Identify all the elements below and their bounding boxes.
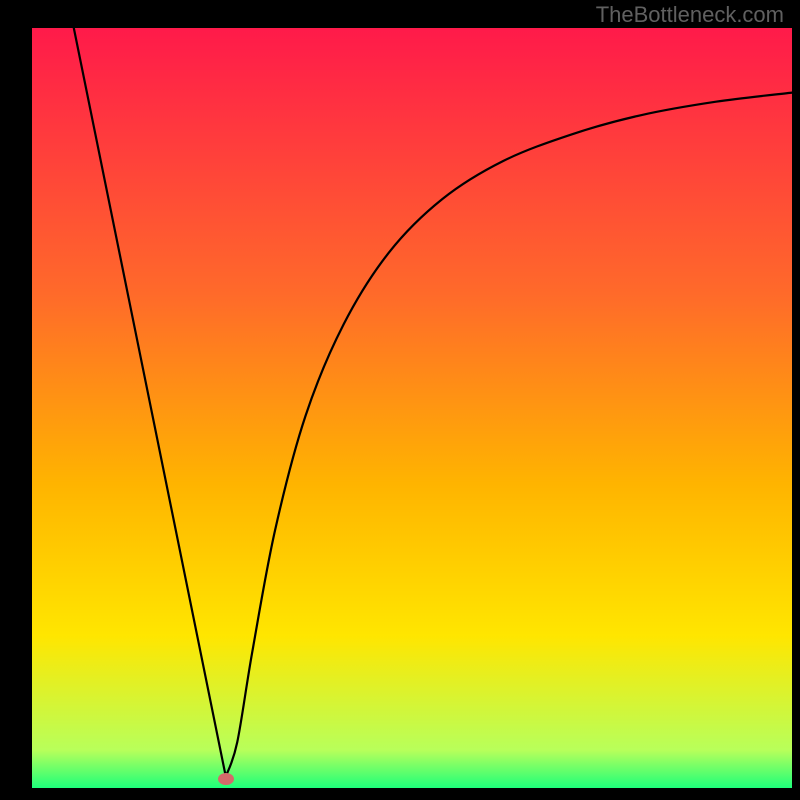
bottleneck-curve [32,28,792,788]
curve-path [74,28,792,777]
watermark-text: TheBottleneck.com [596,2,784,28]
minimum-marker [218,773,234,785]
plot-area [32,28,792,788]
